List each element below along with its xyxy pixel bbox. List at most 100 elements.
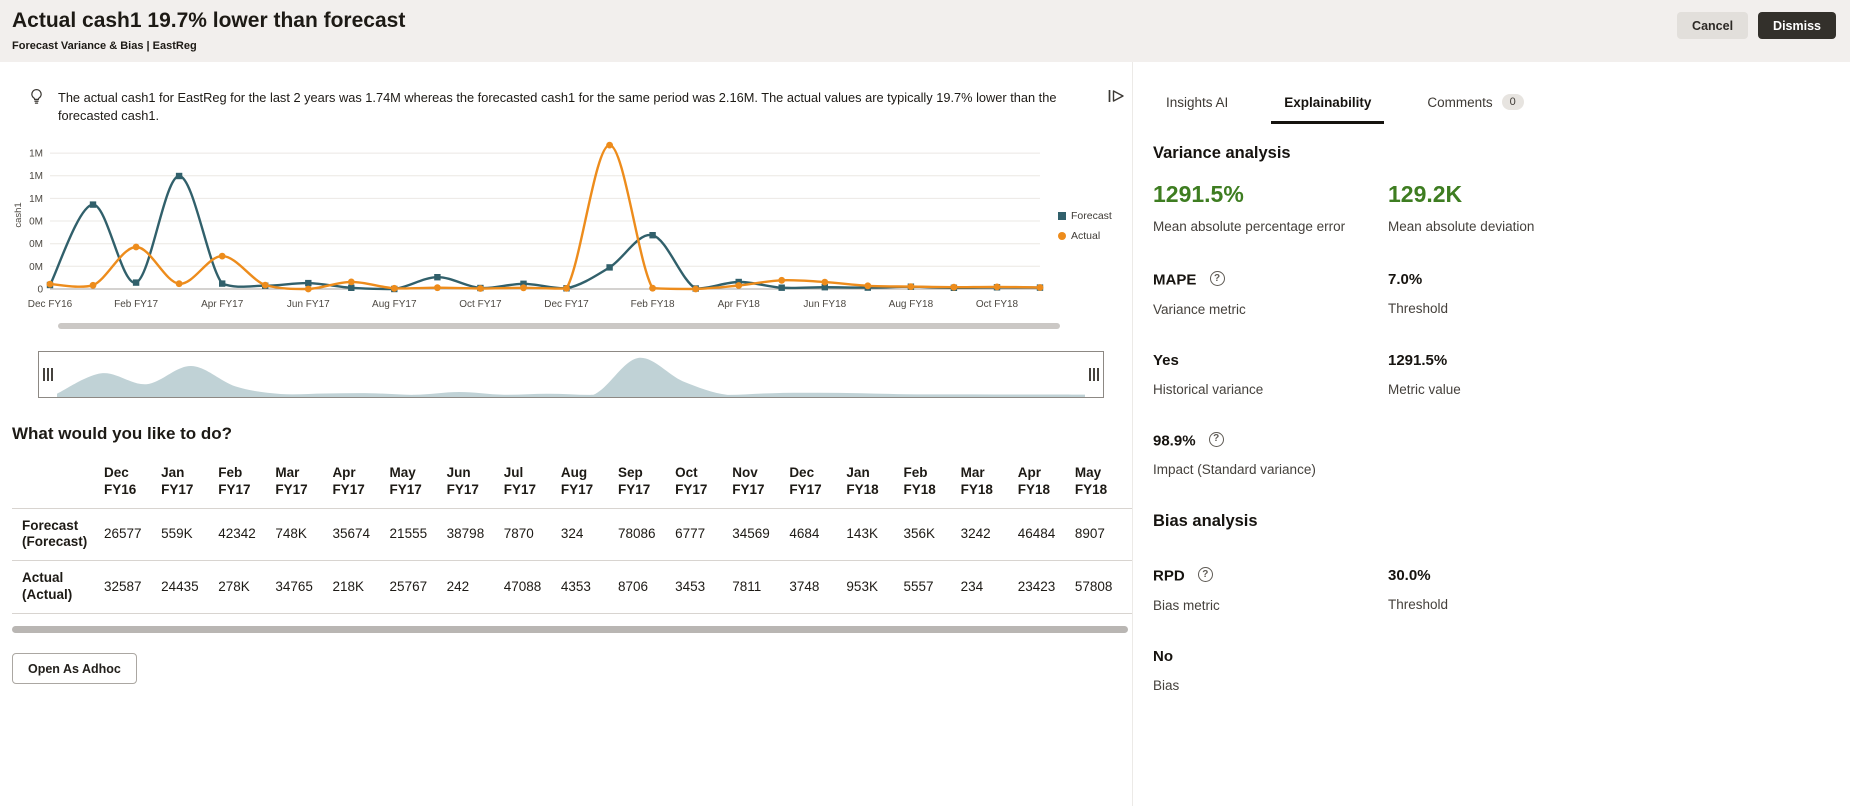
svg-text:Jun FY17: Jun FY17 — [287, 299, 330, 310]
svg-text:cash1: cash1 — [13, 202, 24, 227]
svg-text:Aug FY17: Aug FY17 — [372, 299, 417, 310]
table-cell: 559K — [161, 508, 219, 562]
table-cell: 324 — [560, 508, 618, 562]
svg-text:0M: 0M — [29, 262, 43, 273]
chart-legend: Forecast Actual — [1054, 210, 1130, 242]
metric-label: Impact (Standard variance) — [1153, 462, 1316, 477]
mape-summary: 1291.5% Mean absolute percentage error — [1153, 181, 1388, 235]
column-header: Jan FY17 — [161, 455, 219, 509]
table-cell: 24435 — [161, 560, 219, 615]
table-cell: 953K — [846, 560, 904, 615]
legend-label: Actual — [1071, 229, 1101, 242]
table-cell: 5557 — [903, 560, 961, 615]
metric-cell: MAPE ? Variance metric — [1153, 271, 1388, 318]
explainability-panel: Insights AI Explainability Comments 0 Varia… — [1132, 62, 1850, 806]
table-cell: 4684 — [789, 508, 847, 562]
table-cell: 78086 — [617, 508, 676, 562]
actual-marker-icon — [1058, 231, 1066, 240]
metric-value: 98.9% ? — [1153, 431, 1388, 451]
metric-cell — [1388, 432, 1826, 479]
table-row: Actual (Actual) 32587 24435 278K 34765 218K 257… — [12, 560, 1132, 615]
table-cell: 242 — [446, 560, 504, 615]
forecast-marker-icon — [1058, 211, 1066, 220]
table-cell: 3748 — [789, 560, 847, 615]
table-cell: 34765 — [275, 560, 333, 615]
tab-label: Comments — [1427, 94, 1493, 110]
column-header: May FY17 — [389, 455, 447, 509]
metric-cell: 98.9% ? Impact (Standard variance) — [1153, 431, 1388, 479]
variance-analysis-heading: Variance analysis — [1153, 144, 1291, 162]
prompt-heading: What would you like to do? — [12, 423, 233, 443]
column-header: Aug FY17 — [560, 455, 618, 509]
metric-label: Historical variance — [1153, 381, 1264, 397]
help-icon[interactable]: ? — [1208, 431, 1224, 447]
page-subtitle: Forecast Variance & Bias | EastReg — [12, 40, 197, 52]
tab-comments[interactable]: Comments 0 — [1414, 88, 1536, 124]
table-cell: 3242 — [960, 508, 1018, 562]
header-titles: Actual cash1 19.7% lower than forecast F… — [12, 9, 405, 52]
column-header: Jun FY17 — [446, 455, 504, 509]
table-cell: 6777 — [675, 508, 733, 562]
table-cell: 4353 — [560, 560, 618, 615]
table-cell: 23423 — [1017, 560, 1075, 615]
dismiss-button[interactable]: Dismiss — [1758, 12, 1836, 39]
column-header: Feb FY17 — [218, 455, 276, 509]
help-icon[interactable]: ? — [1209, 271, 1225, 286]
column-header: Nov FY17 — [732, 455, 790, 509]
column-header: Feb FY18 — [903, 455, 961, 509]
legend-item-forecast[interactable]: Forecast — [1058, 210, 1130, 222]
column-header: Oct FY17 — [675, 455, 733, 509]
header: Actual cash1 19.7% lower than forecast F… — [0, 0, 1850, 62]
present-play-icon[interactable] — [1107, 88, 1126, 107]
table-row: Forecast (Forecast) 26577 559K 42342 748K 3567… — [12, 508, 1132, 562]
metric-row: MAPE ? Variance metric 7.0% Threshold — [1153, 271, 1826, 318]
table-cell: 748K — [275, 508, 333, 562]
svg-text:Aug FY18: Aug FY18 — [889, 299, 934, 310]
metric-value: RPD ? — [1153, 567, 1388, 586]
table-cell: 46484 — [1017, 508, 1075, 562]
range-handle-left[interactable] — [43, 367, 53, 381]
svg-text:Feb FY18: Feb FY18 — [631, 299, 675, 310]
table-cell: 35674 — [332, 508, 390, 562]
svg-text:1M: 1M — [29, 171, 43, 182]
cancel-button[interactable]: Cancel — [1677, 12, 1749, 39]
open-as-adhoc-button[interactable]: Open As Adhoc — [12, 653, 137, 685]
chart-area: 0 0M 0M 0M 1M 1M 1M Dec FY16 Feb FY17 Apr FY17 Jun… — [12, 133, 1132, 319]
help-icon[interactable]: ? — [1197, 567, 1213, 582]
main-area: The actual cash1 for EastReg for the las… — [0, 62, 1132, 806]
svg-text:Dec FY17: Dec FY17 — [544, 299, 589, 310]
metric-value: MAPE ? — [1153, 271, 1388, 290]
legend-item-actual[interactable]: Actual — [1058, 230, 1130, 242]
metric-cell: 1291.5% Metric value — [1388, 352, 1826, 398]
tab-label: Explainability — [1284, 94, 1372, 110]
table-cell: 8706 — [617, 560, 676, 615]
lightbulb-icon — [28, 88, 45, 110]
table-cell: 278K — [218, 560, 276, 615]
column-header: Mar FY17 — [275, 455, 333, 509]
table-cell: 218K — [332, 560, 390, 615]
insight-row: The actual cash1 for EastReg for the las… — [12, 88, 1132, 125]
svg-text:Oct FY17: Oct FY17 — [459, 299, 502, 310]
mad-value: 129.2K — [1388, 181, 1463, 207]
forecast-vs-actual-line-chart[interactable]: 0 0M 0M 0M 1M 1M 1M Dec FY16 Feb FY17 Apr FY17 Jun… — [12, 133, 1054, 319]
tab-explainability[interactable]: Explainability — [1271, 88, 1385, 124]
table-cell: 8907 — [1074, 508, 1132, 562]
column-header: Mar FY18 — [960, 455, 1018, 509]
svg-text:1M: 1M — [29, 194, 43, 205]
table-cell: 42342 — [218, 508, 276, 562]
metric-value: 7.0% — [1388, 271, 1423, 288]
range-handle-right[interactable] — [1089, 367, 1099, 381]
column-header: Sep FY17 — [617, 455, 676, 509]
chart-scrollbar[interactable] — [58, 322, 1060, 329]
variance-metric-rows: MAPE ? Variance metric 7.0% Threshold Yes His… — [1153, 271, 1826, 478]
table-scrollbar[interactable] — [12, 626, 1128, 634]
legend-label: Forecast — [1071, 209, 1112, 222]
table-cell: 32587 — [104, 560, 162, 615]
column-header: Jul FY17 — [503, 455, 561, 509]
tab-insights-ai[interactable]: Insights AI — [1153, 88, 1241, 124]
table-cell: 143K — [846, 508, 904, 562]
time-range-navigator[interactable] — [38, 350, 1104, 398]
mape-label: Mean absolute percentage error — [1153, 219, 1346, 234]
table-cell: 234 — [960, 560, 1018, 615]
